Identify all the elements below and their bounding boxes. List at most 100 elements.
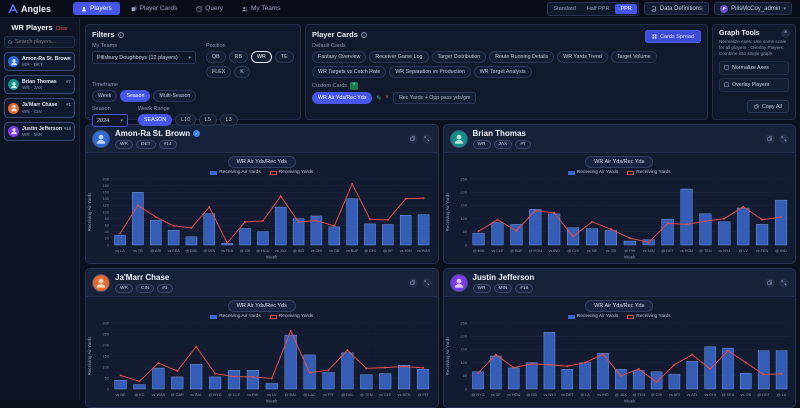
svg-text:vs JAX: vs JAX bbox=[275, 249, 287, 253]
copy-chart-button[interactable] bbox=[765, 133, 775, 144]
search-input[interactable] bbox=[15, 39, 71, 45]
info-icon[interactable]: i bbox=[360, 31, 367, 38]
chart-tab[interactable]: WR Air Yds/Rec Yds bbox=[227, 300, 296, 312]
book-icon bbox=[651, 6, 656, 11]
season-value: 2024 bbox=[97, 117, 110, 124]
week-range-l10[interactable]: L10 bbox=[175, 114, 196, 126]
player-list-item[interactable]: Amon-Ra St. Brown WR · DET #14 bbox=[4, 52, 75, 72]
edit-icon[interactable]: ✎ bbox=[376, 95, 382, 102]
clear-players-link[interactable]: Clear bbox=[55, 26, 68, 32]
player-avatar bbox=[92, 273, 110, 292]
nav-tab-my-teams[interactable]: My Teams bbox=[234, 2, 289, 15]
season-label: Season bbox=[92, 106, 111, 112]
scoring-option-standard[interactable]: Standard bbox=[553, 5, 576, 12]
player-name: Ja'Marr Chase bbox=[22, 102, 58, 109]
data-definitions-button[interactable]: Data Definitions bbox=[643, 2, 710, 15]
add-custom-card-button[interactable]: + bbox=[350, 82, 359, 90]
expand-chart-button[interactable] bbox=[779, 133, 789, 144]
info-icon[interactable]: i bbox=[117, 31, 124, 38]
svg-text:@ SEA: @ SEA bbox=[721, 393, 734, 397]
chevron-down-icon: ▾ bbox=[783, 5, 786, 12]
default-card-wr-separation-vs-production[interactable]: WR Separation vs Production bbox=[389, 66, 471, 78]
expand-chart-button[interactable] bbox=[421, 277, 432, 288]
week-range-l3[interactable]: L3 bbox=[219, 114, 238, 126]
chart-card-actions bbox=[765, 133, 789, 144]
custom-card-pill[interactable]: WR Air Yds/Rec Yds bbox=[312, 92, 373, 104]
legend-label: Receiving Air Yards bbox=[219, 170, 261, 175]
position-flex[interactable]: FLEX bbox=[206, 66, 232, 78]
svg-text:vs WAS: vs WAS bbox=[417, 249, 431, 253]
svg-text:vs CLE: vs CLE bbox=[379, 393, 392, 397]
season-select[interactable]: 2024 ▾ bbox=[92, 114, 128, 127]
svg-text:@ TEN: @ TEN bbox=[632, 393, 645, 397]
default-card-wr-target-analysis[interactable]: WR Target Analysis bbox=[473, 66, 532, 78]
nav-tab-player-cards[interactable]: Player Cards bbox=[123, 2, 186, 15]
player-meta: WR · DET bbox=[22, 62, 43, 68]
default-card-target-distribution[interactable]: Target Distribution bbox=[431, 51, 487, 63]
player-search[interactable] bbox=[4, 36, 75, 48]
chart-card-titlebox: Brian Thomas WR JAX #7 bbox=[472, 129, 531, 149]
player-list-item[interactable]: Ja'Marr Chase WR · CIN #1 bbox=[4, 98, 75, 118]
svg-text:@ KC: @ KC bbox=[134, 393, 144, 397]
player-list-item[interactable]: Justin Jefferson WR · MIN #18 bbox=[4, 121, 75, 141]
timeframe-multi-season[interactable]: Multi-Season bbox=[153, 90, 197, 102]
copy-chart-button[interactable] bbox=[765, 277, 775, 288]
toggle-overlay-players[interactable]: Overlay Players bbox=[719, 77, 789, 92]
week-range-season[interactable]: SEASON bbox=[138, 114, 173, 126]
player-badges: WR CIN #1 bbox=[115, 283, 173, 293]
player-chart: 0 50 100 150 200 250 @ NYG vs SF vs HOU @ GB vs NY… bbox=[445, 320, 791, 403]
position-wr[interactable]: WR bbox=[251, 51, 272, 63]
default-card-receiver-game-log[interactable]: Receiver Game Log bbox=[369, 51, 429, 63]
copy-chart-button[interactable] bbox=[407, 133, 418, 144]
player-jersey-number: #14 bbox=[63, 56, 71, 61]
nav-tab-label: Player Cards bbox=[139, 5, 178, 12]
copy-all-button[interactable]: Copy All bbox=[746, 100, 789, 113]
delete-icon[interactable]: × bbox=[385, 95, 389, 101]
svg-text:50: 50 bbox=[462, 373, 467, 378]
position-k[interactable]: K bbox=[234, 66, 250, 78]
svg-text:Receiving Air Yards: Receiving Air Yards bbox=[445, 336, 450, 376]
default-card-route-running-details[interactable]: Route Running Details bbox=[489, 51, 555, 63]
svg-text:vs NYJ: vs NYJ bbox=[718, 249, 730, 253]
chart-tab[interactable]: WR Air Yds/Rec Yds bbox=[585, 300, 654, 312]
my-teams-select[interactable]: Pillsbury Doughboys (12 players) ▾ bbox=[92, 51, 196, 64]
player-badges: WR MIN #18 bbox=[472, 283, 535, 293]
chart-tab[interactable]: WR Air Yds/Rec Yds bbox=[227, 156, 296, 168]
default-card-fantasy-overview[interactable]: Fantasy Overview bbox=[312, 51, 367, 63]
copy-chart-button[interactable] bbox=[407, 277, 418, 288]
nav-right: Standard Half PPR PPR Data Definitions P P… bbox=[546, 1, 792, 16]
position-pills: QB RB WR TE FLEX K bbox=[206, 51, 294, 78]
position-rb[interactable]: RB bbox=[228, 51, 249, 63]
scoring-option-ppr[interactable]: PPR bbox=[615, 3, 637, 14]
person-icon bbox=[96, 278, 106, 288]
player-list-item[interactable]: Brian Thomas WR · JAX #7 bbox=[4, 75, 75, 95]
toggle-normalize-axes[interactable]: Normalize Axes bbox=[719, 60, 789, 75]
expand-chart-button[interactable] bbox=[421, 133, 432, 144]
default-card-wr-targets-vs-catch-rate[interactable]: WR Targets vs Catch Rate bbox=[312, 66, 387, 78]
nav-tab-query[interactable]: Query bbox=[188, 2, 231, 15]
player-meta: WR · MIN bbox=[22, 131, 43, 137]
cards-spread-button[interactable]: Cards Spread bbox=[645, 30, 701, 43]
week-range-l5[interactable]: L5 bbox=[198, 114, 217, 126]
app-logo: Angles bbox=[8, 3, 51, 14]
default-card-target-volume[interactable]: Target Volume bbox=[610, 51, 657, 63]
person-icon bbox=[10, 105, 17, 112]
position-qb[interactable]: QB bbox=[206, 51, 226, 63]
timeframe-season[interactable]: Season bbox=[120, 90, 151, 102]
svg-text:Week: Week bbox=[266, 255, 278, 260]
toggle-label: Overlay Players bbox=[732, 81, 770, 88]
user-menu[interactable]: P PillsMcCoy_admin ▾ bbox=[714, 2, 792, 15]
default-card-wr-yards-trend[interactable]: WR Yards Trend bbox=[557, 51, 608, 63]
scoring-option-half-ppr[interactable]: Half PPR bbox=[586, 5, 610, 12]
svg-text:0: 0 bbox=[107, 242, 110, 247]
nav-tab-players[interactable]: Players bbox=[73, 2, 120, 15]
chart-tab[interactable]: WR Air Yds/Rec Yds bbox=[585, 156, 654, 168]
svg-text:100: 100 bbox=[460, 360, 467, 365]
graph-tool-options: Normalize Axes Overlay Players bbox=[719, 58, 789, 92]
position-te[interactable]: TE bbox=[274, 51, 294, 63]
timeframe-week[interactable]: Week bbox=[92, 90, 118, 102]
expand-chart-button[interactable] bbox=[779, 277, 789, 288]
collapse-panel-button[interactable]: × bbox=[781, 29, 790, 38]
chart-card-titlebox: Ja'Marr Chase WR CIN #1 bbox=[115, 273, 173, 293]
legend-label: Receiving Air Yards bbox=[219, 314, 261, 319]
